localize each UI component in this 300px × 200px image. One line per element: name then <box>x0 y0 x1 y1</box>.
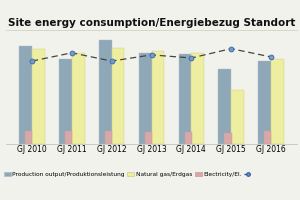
Bar <box>32 49 45 144</box>
Bar <box>145 132 152 144</box>
Bar <box>139 53 152 144</box>
Bar <box>231 90 244 144</box>
Bar <box>65 131 72 144</box>
Bar <box>72 53 85 144</box>
Bar <box>258 61 271 144</box>
Bar <box>184 132 192 144</box>
Bar <box>25 131 32 144</box>
Bar <box>19 46 32 144</box>
Bar <box>218 69 231 144</box>
Bar <box>112 48 124 144</box>
Bar <box>99 40 112 144</box>
Bar <box>224 133 232 144</box>
Bar <box>178 54 191 144</box>
Bar <box>59 59 72 144</box>
Bar <box>191 53 204 144</box>
Bar <box>271 59 284 144</box>
Legend: Production output/Produktionsleistung, Natural gas/Erdgas, Electricity/El., : Production output/Produktionsleistung, N… <box>4 172 253 177</box>
Bar <box>152 51 164 144</box>
Title: Site energy consumption/Energiebezug Standort: Site energy consumption/Energiebezug Sta… <box>8 18 295 28</box>
Bar <box>264 131 271 144</box>
Bar <box>105 131 112 144</box>
